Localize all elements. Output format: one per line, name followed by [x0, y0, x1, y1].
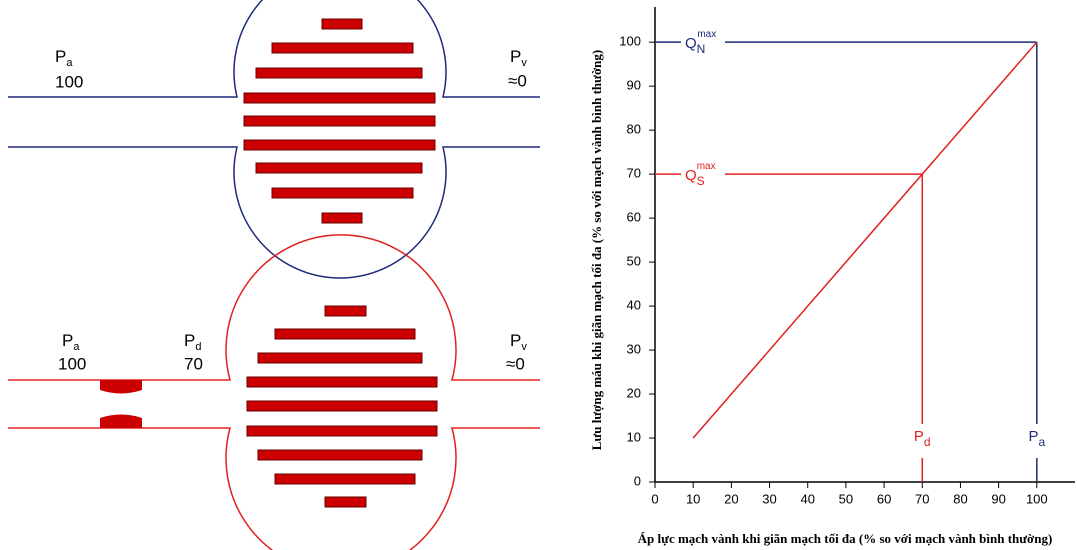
y-tick-label: 40: [627, 298, 641, 313]
pressure-value: ≈0: [506, 354, 525, 373]
microvessel: [322, 213, 362, 223]
y-tick-label: 50: [627, 254, 641, 269]
normal-microvessels: [244, 19, 435, 223]
pressure-symbol: Pv: [510, 47, 527, 68]
figure: Pa 100 Pv ≈0 Pa 100 Pd 70 Pv ≈0 Áp lực m…: [0, 0, 1077, 550]
y-tick-label: 60: [627, 210, 641, 225]
data-line: [693, 42, 1037, 438]
pressure-value: 70: [184, 354, 203, 373]
pressure-symbol: Pv: [510, 331, 527, 352]
y-tick-label: 10: [627, 429, 641, 444]
microvessel: [247, 401, 437, 411]
y-axis-title: Lưu lượng máu khi giãn mạch tối đa (% so…: [589, 50, 604, 450]
x-axis-title: Áp lực mạch vành khi giãn mạch tối đa (%…: [638, 531, 1053, 546]
x-tick-label: 20: [724, 491, 738, 506]
label-main: Q: [685, 35, 697, 52]
y-tick-label: 80: [627, 122, 641, 137]
stenosis: [100, 380, 142, 394]
microvessel: [256, 163, 422, 173]
x-tick-label: 40: [800, 491, 814, 506]
microvessel: [258, 450, 422, 460]
y-tick-label: 20: [627, 385, 641, 400]
microvessel: [247, 377, 437, 387]
x-tick-label: 80: [953, 491, 967, 506]
label-main: P: [914, 428, 924, 445]
label-main: P: [1028, 428, 1038, 445]
label-sup: max: [697, 161, 716, 172]
microvessel: [325, 306, 366, 316]
pressure-value: 100: [55, 72, 83, 91]
microvessel: [322, 19, 362, 29]
x-tick-label: 70: [915, 491, 929, 506]
pressure-symbol: Pa: [62, 331, 80, 352]
x-tick-label: 10: [686, 491, 700, 506]
label-sup: max: [697, 29, 716, 40]
microvessel: [272, 43, 413, 53]
microvessel: [256, 68, 422, 78]
vessel-outline: [8, 428, 540, 550]
x-tick-label: 0: [651, 491, 658, 506]
normal-vessel: [8, 0, 540, 278]
pressure-value: ≈0: [508, 71, 527, 90]
y-tick-label: 30: [627, 341, 641, 356]
label-sub: d: [924, 435, 931, 449]
stenosed-vessel: [8, 235, 540, 550]
microvessel: [272, 188, 413, 198]
microvessel: [275, 474, 415, 484]
stenosed-microvessels: [247, 306, 437, 507]
microvessel: [244, 93, 435, 103]
microvessel: [258, 353, 422, 363]
x-tick-label: 100: [1026, 491, 1048, 506]
x-tick-label: 90: [991, 491, 1005, 506]
y-tick-label: 90: [627, 78, 641, 93]
y-tick-label: 0: [634, 473, 641, 488]
label-sub: S: [697, 174, 705, 188]
label-main: Q: [685, 167, 697, 184]
y-tick-label: 70: [627, 166, 641, 181]
stenosis: [100, 415, 142, 429]
x-tick-label: 50: [839, 491, 853, 506]
label-sub: a: [1038, 435, 1045, 449]
pressure-symbol: Pa: [55, 47, 73, 68]
x-tick-label: 60: [877, 491, 891, 506]
pressure-symbol: Pd: [184, 331, 201, 352]
x-tick-label: 30: [762, 491, 776, 506]
microvessel: [244, 116, 435, 126]
microvessel: [247, 426, 437, 436]
pressure-value: 100: [58, 354, 86, 373]
label-sub: N: [697, 42, 706, 56]
microvessel: [325, 497, 366, 507]
microvessel: [275, 329, 415, 339]
y-tick-label: 100: [619, 34, 641, 49]
microvessel: [244, 140, 435, 150]
